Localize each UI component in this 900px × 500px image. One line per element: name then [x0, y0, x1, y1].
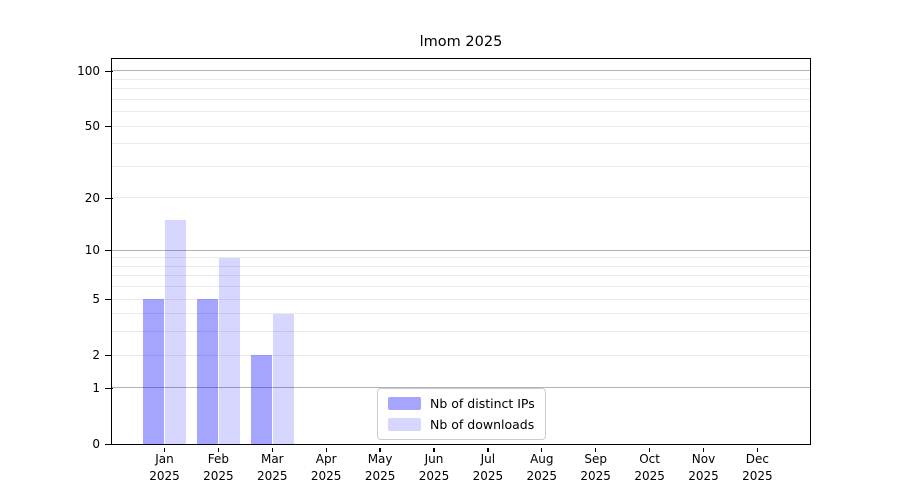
- y-tick-mark: [105, 125, 113, 128]
- x-tick-mark: [648, 447, 651, 452]
- legend-swatch-downloads: [388, 418, 421, 431]
- y-tick-mark: [105, 197, 113, 199]
- minor-gridline: [112, 265, 810, 267]
- major-gridline: [112, 70, 810, 72]
- minor-gridline: [112, 298, 810, 300]
- minor-gridline: [112, 111, 810, 113]
- y-tick-label: 2: [92, 348, 100, 363]
- x-tick-label: Nov 2025: [688, 452, 719, 483]
- x-tick-label: Aug 2025: [526, 452, 558, 483]
- minor-gridline: [112, 286, 810, 288]
- x-tick-mark: [487, 447, 489, 452]
- x-tick-mark: [702, 447, 705, 452]
- y-tick-mark: [105, 443, 113, 446]
- chart-title: lmom 2025: [419, 34, 503, 50]
- y-tick-mark: [105, 298, 113, 301]
- minor-gridline: [112, 78, 810, 80]
- minor-gridline: [112, 165, 810, 167]
- bar-distinct-ips-jan: [143, 299, 164, 444]
- legend: Nb of distinct IPs Nb of downloads: [377, 388, 546, 440]
- y-tick-label: 5: [92, 292, 100, 307]
- y-tick-label: 20: [84, 190, 100, 205]
- x-tick-label: Jun 2025: [418, 452, 450, 483]
- x-tick-mark: [433, 447, 435, 452]
- y-tick-label: 1: [92, 380, 100, 395]
- minor-gridline: [112, 331, 810, 333]
- x-tick-label: May 2025: [364, 452, 396, 483]
- y-tick-mark: [105, 387, 113, 390]
- bar-distinct-ips-feb: [196, 299, 218, 444]
- x-tick-mark: [379, 447, 381, 452]
- x-tick-mark: [541, 447, 543, 452]
- x-tick-mark: [595, 447, 597, 452]
- x-tick-mark: [217, 447, 220, 452]
- bar-downloads-feb: [218, 257, 240, 444]
- x-tick-label: Mar 2025: [257, 452, 288, 483]
- plot-area: Nb of distinct IPs Nb of downloads: [111, 58, 811, 445]
- minor-gridline: [112, 354, 810, 356]
- bar-distinct-ips-mar: [250, 355, 272, 444]
- y-tick-mark: [105, 355, 113, 357]
- legend-item-distinct-ips: Nb of distinct IPs: [388, 395, 535, 412]
- y-tick-label: 100: [77, 63, 100, 78]
- y-tick-mark: [105, 249, 113, 252]
- minor-gridline: [112, 143, 810, 145]
- minor-gridline: [112, 257, 810, 259]
- minor-gridline: [112, 88, 810, 90]
- minor-gridline: [112, 125, 810, 127]
- major-gridline: [112, 387, 810, 389]
- x-tick-mark: [163, 447, 166, 452]
- legend-label-distinct-ips: Nb of distinct IPs: [430, 396, 535, 411]
- x-tick-label: Dec 2025: [742, 452, 773, 483]
- bar-downloads-jan: [165, 219, 186, 444]
- legend-swatch-distinct-ips: [388, 397, 421, 410]
- x-tick-label: Apr 2025: [310, 452, 342, 483]
- x-tick-label: Jul 2025: [472, 452, 504, 483]
- x-tick-mark: [325, 447, 327, 452]
- y-tick-label: 10: [84, 243, 100, 258]
- minor-gridline: [112, 313, 810, 315]
- x-tick-label: Oct 2025: [634, 452, 665, 483]
- x-tick-label: Feb 2025: [203, 452, 234, 483]
- y-tick-label: 50: [84, 119, 100, 134]
- bar-downloads-mar: [272, 313, 294, 444]
- legend-item-downloads: Nb of downloads: [388, 416, 535, 433]
- y-tick-mark: [105, 70, 113, 73]
- y-tick-label: 0: [92, 437, 100, 451]
- x-tick-label: Sep 2025: [580, 452, 611, 483]
- major-gridline: [112, 249, 810, 251]
- minor-gridline: [112, 197, 810, 199]
- legend-label-downloads: Nb of downloads: [430, 417, 535, 432]
- x-tick-label: Jan 2025: [149, 452, 180, 483]
- x-tick-mark: [271, 447, 273, 452]
- minor-gridline: [112, 275, 810, 277]
- minor-gridline: [112, 98, 810, 100]
- x-tick-mark: [756, 447, 759, 452]
